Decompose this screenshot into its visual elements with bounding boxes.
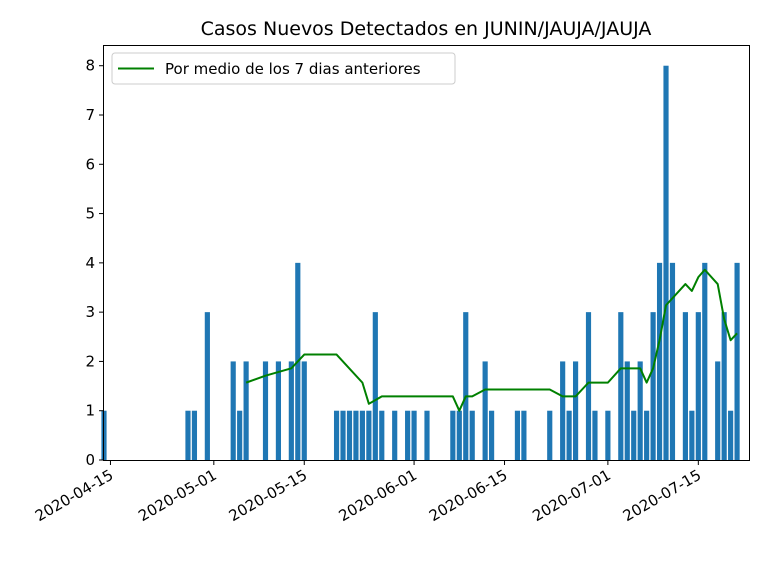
bar [669,262,676,460]
bar [243,361,249,460]
bar [663,65,669,460]
bar [631,410,637,460]
x-tick-label: 2020-07-15 [620,466,705,525]
bar [624,361,630,460]
bar [521,410,527,460]
bar [411,410,417,460]
bar [734,262,740,460]
y-tick-label: 6 [85,155,95,173]
x-tick-label: 2020-06-15 [426,466,511,525]
bar [547,410,553,460]
bar [379,410,385,460]
bar [489,410,495,460]
plot-frame [103,45,750,461]
line-layer [245,268,738,412]
chart-title: Casos Nuevos Detectados en JUNIN/JAUJA/J… [201,18,652,40]
bar [230,361,236,460]
bar [728,410,734,460]
bar [592,410,598,460]
bar [585,312,592,460]
bar [456,410,462,460]
bar [450,410,456,460]
bar [715,361,721,460]
x-tick-label: 2020-05-01 [135,466,220,525]
bar [463,312,469,460]
bar [204,312,210,460]
bar [366,410,372,460]
bar [392,410,398,460]
x-axis: 2020-04-15 2020-05-01 2020-05-15 2020-06-01… [32,460,704,525]
x-tick-label: 2020-07-01 [529,466,614,525]
bar [482,361,488,460]
bar [359,410,365,460]
bar [682,312,688,460]
bar [185,410,191,460]
bar [353,410,359,460]
bar [618,312,624,460]
bar [689,410,695,460]
bar [333,410,340,460]
bar [656,262,663,460]
bar [191,410,198,460]
bar [275,361,282,460]
bar [644,410,650,460]
x-tick-label: 2020-04-15 [32,466,117,525]
bar [346,410,353,460]
bar [262,361,269,460]
x-tick-label: 2020-06-01 [336,466,421,525]
bar [288,361,294,460]
legend-label: Por medio de los 7 dias anteriores [165,60,421,78]
bar [405,410,411,460]
bar [566,410,572,460]
y-tick-label: 4 [85,254,95,272]
bar [702,262,708,460]
bar [721,312,727,460]
bar [424,410,430,460]
y-axis: 0 1 2 3 4 5 6 7 8 [85,57,104,469]
y-tick-label: 0 [85,451,95,469]
legend: Por medio de los 7 dias anteriores [111,52,456,85]
legend-box [111,52,456,85]
bar [237,410,243,460]
bars-layer [101,65,740,460]
y-tick-label: 3 [85,303,95,321]
moving-average-line [245,268,738,412]
x-tick-label: 2020-05-15 [226,466,311,525]
y-tick-label: 5 [85,205,95,223]
y-tick-label: 2 [85,352,95,370]
bar [605,410,611,460]
y-tick-label: 7 [85,106,95,124]
bar [637,361,643,460]
bar [372,312,378,460]
bar [695,312,701,460]
bar [301,361,307,460]
bar [560,361,566,460]
bar [514,410,521,460]
bar [650,312,656,460]
bar [340,410,346,460]
bar [469,410,475,460]
y-tick-label: 8 [85,57,95,75]
y-tick-label: 1 [85,402,95,420]
bar [572,361,579,460]
